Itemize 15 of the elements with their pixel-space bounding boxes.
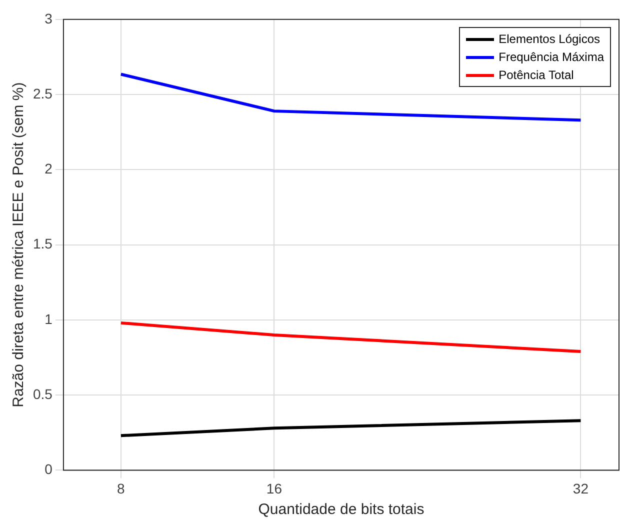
y-tick-label: 2 xyxy=(44,160,53,177)
x-axis-title: Quantidade de bits totais xyxy=(258,501,424,518)
y-axis-title: Razão direta entre métrica IEEE e Posit (sem %) xyxy=(10,82,28,408)
x-tick-label: 32 xyxy=(572,480,589,496)
y-tick-label: 0.5 xyxy=(32,386,53,402)
y-tick-label: 2.5 xyxy=(32,85,53,102)
y-tick-label: 1 xyxy=(44,310,53,327)
y-tick-label: 1.5 xyxy=(32,236,53,252)
x-tick-label: 16 xyxy=(266,480,282,496)
legend-label: Frequência Máxima xyxy=(498,50,604,64)
y-tick-label: 3 xyxy=(44,10,53,26)
x-tick-label: 8 xyxy=(117,480,126,496)
legend-label: Potência Total xyxy=(498,68,574,82)
y-tick-label: 0 xyxy=(44,461,53,478)
legend-label: Elementos Lógicos xyxy=(498,32,600,46)
